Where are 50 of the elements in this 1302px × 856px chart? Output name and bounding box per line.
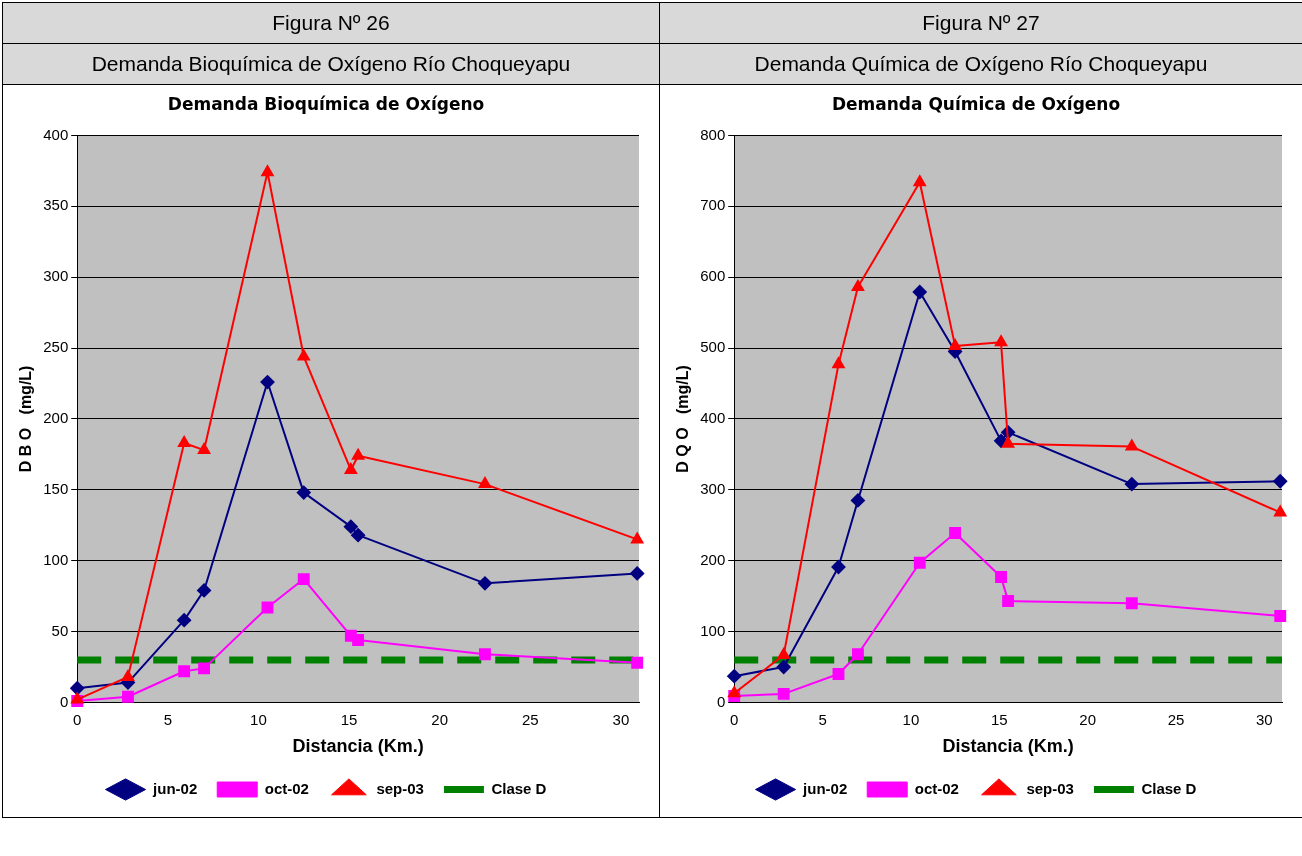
y-tick-label: 350 (43, 196, 69, 214)
chart-title: Demanda Bioquímica de Oxígeno (167, 93, 485, 114)
x-tick-label: 30 (612, 710, 630, 728)
y-axis-title: D B O (mg/L) (17, 365, 35, 473)
x-tick-label: 25 (521, 710, 539, 728)
y-tick-label: 0 (716, 692, 726, 710)
legend-label: oct-02 (914, 779, 959, 797)
y-tick-label: 100 (43, 550, 69, 568)
y-tick-label: 50 (51, 621, 69, 639)
x-tick-label: 0 (73, 710, 82, 728)
x-axis-title: Distancia (Km.) (292, 736, 424, 757)
y-tick-label: 0 (59, 692, 69, 710)
text: Figura Nº 27 (660, 3, 1302, 43)
x-tick-label: 15 (340, 710, 358, 728)
y-tick-label: 300 (700, 479, 726, 497)
legend-label: jun-02 (802, 779, 848, 797)
x-tick-label: 10 (902, 710, 920, 728)
x-tick-label: 20 (431, 710, 448, 728)
y-tick-label: 300 (43, 267, 69, 285)
x-tick-label: 5 (818, 710, 827, 728)
text: Demanda Química de Oxígeno Río Choqueyapu (660, 44, 1302, 84)
x-tick-label: 10 (250, 710, 267, 728)
y-tick-label: 200 (700, 550, 726, 568)
legend-label: Clase D (491, 779, 547, 797)
legend-label: jun-02 (152, 779, 198, 797)
x-tick-label: 5 (163, 710, 173, 728)
y-tick-label: 200 (43, 409, 69, 427)
x-axis-title: Distancia (Km.) (942, 736, 1074, 757)
y-tick-label: 250 (43, 338, 69, 356)
legend-label: Clase D (1141, 779, 1197, 797)
y-tick-label: 100 (700, 621, 726, 639)
y-tick-label: 600 (700, 267, 726, 285)
legend-label: oct-02 (264, 779, 309, 797)
y-tick-label: 700 (700, 196, 726, 214)
chart-title: Demanda Química de Oxígeno (831, 93, 1121, 114)
text: Demanda Bioquímica de Oxígeno Río Choqueyapu (3, 44, 659, 84)
y-tick-label: 400 (43, 125, 69, 143)
y-tick-label: 400 (700, 409, 726, 427)
y-axis-title: D Q O (mg/L) (674, 365, 692, 473)
y-tick-label: 150 (43, 479, 69, 497)
x-tick-label: 25 (1167, 710, 1185, 728)
y-tick-label: 800 (700, 125, 726, 143)
x-tick-label: 20 (1079, 710, 1096, 728)
x-tick-label: 30 (1255, 710, 1273, 728)
y-tick-label: 500 (700, 338, 726, 356)
legend-label: sep-03 (376, 779, 424, 797)
x-tick-label: 15 (990, 710, 1008, 728)
x-tick-label: 0 (730, 710, 739, 728)
text: Figura Nº 26 (3, 3, 659, 43)
legend-label: sep-03 (1026, 779, 1074, 797)
